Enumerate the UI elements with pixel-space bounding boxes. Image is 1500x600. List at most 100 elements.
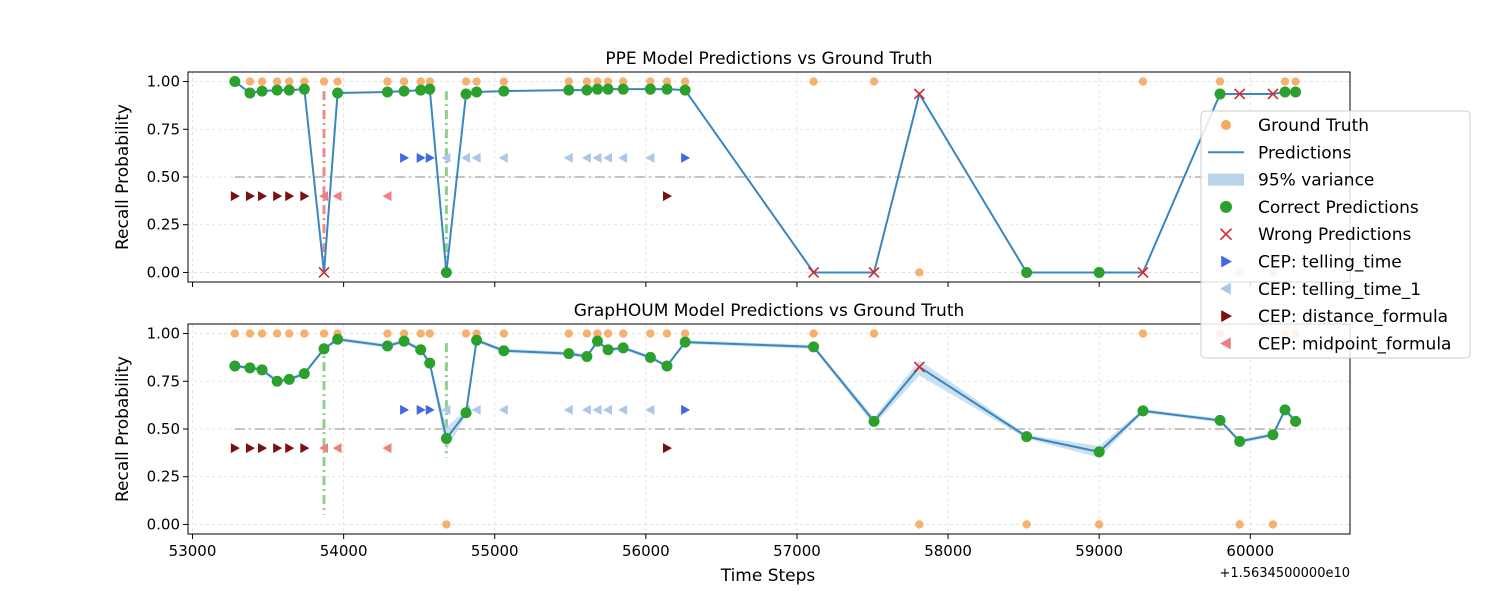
ground-truth-point — [461, 329, 471, 338]
ground-truth-point — [1280, 77, 1290, 86]
correct-prediction-point — [256, 364, 268, 376]
correct-prediction-point — [271, 375, 283, 387]
y-tick-label: 0.00 — [147, 515, 180, 533]
ground-truth-point — [272, 329, 282, 338]
correct-prediction-point — [602, 344, 614, 356]
ground-truth-point — [1235, 520, 1244, 529]
ground-truth-point — [272, 77, 282, 86]
cep-distance-formula-marker — [285, 443, 295, 454]
ground-truth-point — [1138, 329, 1148, 338]
x-tick-label: 53000 — [169, 542, 217, 560]
correct-prediction-point — [332, 333, 344, 345]
ground-truth-point — [869, 77, 879, 86]
cep-distance-formula-marker — [273, 191, 283, 202]
legend-label: CEP: telling_time — [1258, 253, 1402, 273]
ground-truth-point — [257, 329, 267, 338]
y-tick-label: 0.75 — [147, 372, 180, 390]
wrong-prediction-marker — [1234, 88, 1246, 100]
cep-telling-time-1-marker — [618, 404, 628, 415]
x-tick-label: 59000 — [1075, 542, 1123, 560]
correct-prediction-point — [460, 407, 472, 419]
cep-telling-time-1-marker — [581, 152, 591, 163]
correct-prediction-point — [298, 368, 310, 380]
ground-truth-point — [1268, 520, 1278, 529]
cep-distance-formula-marker — [300, 191, 310, 202]
correct-prediction-point — [244, 87, 256, 99]
graphoum-title: GrapHOUM Model Predictions vs Ground Tru… — [574, 301, 965, 321]
correct-prediction-point — [1279, 404, 1291, 416]
cep-telling-time-1-marker — [461, 152, 471, 163]
ground-truth-point — [257, 77, 267, 86]
correct-prediction-point — [602, 83, 614, 95]
wrong-prediction-marker — [1137, 266, 1149, 279]
cep-distance-formula-marker — [258, 191, 268, 202]
correct-prediction-point — [381, 86, 393, 98]
correct-prediction-point — [415, 344, 427, 356]
legend-entry: CEP: telling_time — [1221, 253, 1402, 273]
correct-prediction-point — [1137, 405, 1149, 417]
legend-label: Ground Truth — [1258, 116, 1369, 136]
ground-truth-point — [319, 77, 329, 86]
correct-prediction-point — [332, 87, 344, 99]
wrong-prediction-marker — [1267, 88, 1279, 100]
correct-prediction-point — [498, 345, 510, 357]
correct-prediction-point — [1021, 266, 1033, 278]
correct-prediction-point — [581, 84, 593, 96]
correct-prediction-point — [1279, 86, 1291, 98]
cep-telling-time-1-marker — [471, 404, 481, 415]
cep-telling-time-1-marker — [441, 152, 451, 163]
cep-telling-time-1-marker — [471, 152, 481, 163]
legend-label: 95% variance — [1258, 171, 1374, 191]
ground-truth-point — [442, 520, 451, 529]
cep-midpoint-formula-marker — [382, 191, 392, 202]
ground-truth-point — [399, 329, 409, 338]
cep-telling-time-1-marker — [645, 404, 655, 415]
y-tick-label: 1.00 — [147, 73, 180, 91]
graphoum-ylabel: Recall Probability — [113, 356, 133, 502]
cep-telling-time-marker — [681, 404, 691, 415]
ground-truth-point — [499, 77, 509, 86]
cep-telling-time-1-marker — [603, 404, 613, 415]
ground-truth-point — [383, 329, 392, 338]
cep-distance-formula-marker — [285, 191, 295, 202]
cep-telling-time-marker — [400, 404, 410, 415]
cep-midpoint-formula-marker — [332, 443, 342, 454]
legend-entry: CEP: midpoint_formula — [1220, 334, 1451, 354]
y-tick-label: 0.50 — [147, 420, 180, 438]
y-tick-label: 0.50 — [147, 168, 180, 186]
cep-telling-time-marker — [681, 152, 691, 163]
legend-symbol — [1221, 255, 1232, 268]
cep-telling-time-1-marker — [441, 404, 451, 415]
cep-telling-time-marker — [416, 404, 426, 415]
legend-entry: Ground Truth — [1221, 116, 1369, 136]
ppe-subplot: 0.00 0.25 0.50 0.75 1.00 PPE Model Predictio… — [113, 49, 1351, 287]
correct-prediction-point — [498, 85, 510, 97]
x-tick-label: 54000 — [320, 542, 368, 560]
correct-prediction-point — [471, 86, 483, 98]
correct-prediction-point — [440, 433, 452, 445]
ground-truth-point — [319, 329, 329, 338]
ground-truth-point — [662, 77, 672, 86]
cep-telling-time-marker — [425, 152, 435, 163]
graphoum-y-ticks: 0.00 0.25 0.50 0.75 1.00 — [147, 325, 188, 533]
ground-truth-point — [915, 268, 924, 277]
cep-distance-formula-marker — [273, 443, 283, 454]
ground-truth-point — [425, 329, 434, 338]
ground-truth-point — [593, 329, 602, 338]
x-tick-label: 56000 — [622, 542, 670, 560]
cep-distance-formula-marker — [258, 443, 268, 454]
ground-truth-point — [416, 329, 425, 338]
ground-truth-point — [618, 77, 628, 86]
x-tick-label: 55000 — [471, 542, 519, 560]
ground-truth-point — [646, 77, 655, 86]
graphoum-x-ticks: 53000 54000 55000 56000 57000 58000 59000 60000 — [169, 534, 1274, 560]
ground-truth-point — [425, 77, 434, 86]
correct-prediction-point — [1214, 414, 1226, 426]
correct-prediction-point — [661, 83, 673, 95]
ground-truth-point — [383, 77, 392, 86]
variance-band — [234, 337, 1296, 458]
cep-telling-time-1-marker — [563, 404, 573, 415]
correct-prediction-point — [808, 341, 820, 353]
correct-prediction-point — [440, 266, 452, 278]
legend-symbol — [1221, 310, 1232, 323]
